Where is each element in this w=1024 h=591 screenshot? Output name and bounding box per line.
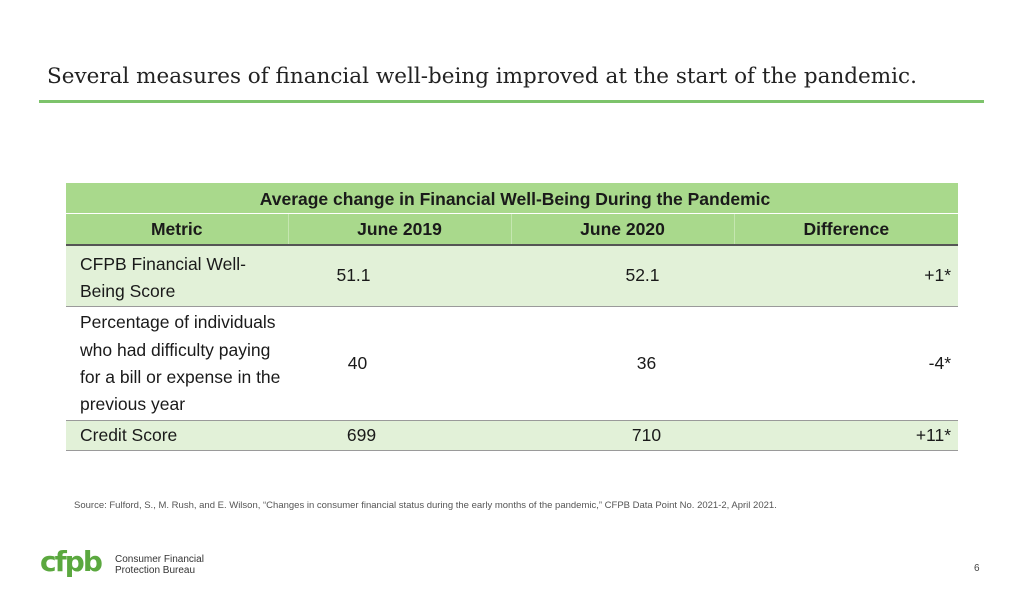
column-header-june-2019: June 2019: [287, 213, 511, 246]
june-2020-cell: 52.1: [511, 245, 734, 308]
june-2020-value: 52.1: [625, 264, 660, 285]
june-2019-cell: 51.1: [288, 245, 511, 308]
source-note: Source: Fulford, S., M. Rush, and E. Wil…: [74, 500, 777, 511]
june-2019-value: 699: [346, 425, 377, 446]
title-divider: [39, 100, 984, 103]
metric-cell: Credit Score: [66, 420, 288, 452]
table-row: CFPB Financial Well-Being Score 51.1 52.…: [66, 245, 959, 308]
logo-line-2: Protection Bureau: [115, 565, 196, 576]
cfpb-logo-letters: cfpb: [40, 546, 102, 578]
page-number: 6: [974, 563, 980, 574]
metric-cell: CFPB Financial Well-Being Score: [66, 245, 288, 308]
june-2020-cell: 36: [511, 306, 734, 422]
table-row: Credit Score 699 710 +11*: [66, 420, 959, 452]
june-2019-value: 40: [347, 353, 368, 374]
column-header-metric: Metric: [66, 213, 288, 246]
cfpb-logo-text: Consumer Financial Protection Bureau: [115, 554, 204, 576]
june-2020-cell: 710: [511, 420, 734, 452]
june-2020-value: 710: [631, 425, 662, 446]
june-2019-value: 51.1: [336, 264, 371, 285]
column-header-difference: Difference: [733, 213, 959, 246]
difference-value: -4*: [928, 353, 952, 374]
difference-cell: +1*: [734, 245, 959, 308]
logo-line-1: Consumer Financial: [115, 554, 204, 565]
difference-cell: -4*: [734, 306, 959, 422]
table-row: Percentage of individuals who had diffic…: [66, 306, 959, 422]
difference-value: +1*: [924, 264, 952, 285]
column-header-june-2020: June 2020: [510, 213, 734, 246]
slide-title: Several measures of financial well-being…: [47, 64, 917, 89]
metric-cell: Percentage of individuals who had diffic…: [66, 306, 288, 422]
table-caption-text: Average change in Financial Well-Being D…: [259, 188, 771, 209]
june-2020-value: 36: [636, 353, 657, 374]
june-2019-cell: 40: [288, 306, 511, 422]
difference-cell: +11*: [734, 420, 959, 452]
june-2019-cell: 699: [288, 420, 511, 452]
financial-wellbeing-table: Average change in Financial Well-Being D…: [66, 183, 959, 452]
table-caption: Average change in Financial Well-Being D…: [66, 183, 959, 214]
table-caption-row: Average change in Financial Well-Being D…: [66, 183, 959, 214]
table-header-row: Metric June 2019 June 2020 Difference: [66, 213, 959, 246]
cfpb-logo-mark: cfpb: [40, 546, 104, 578]
difference-value: +11*: [915, 425, 952, 446]
